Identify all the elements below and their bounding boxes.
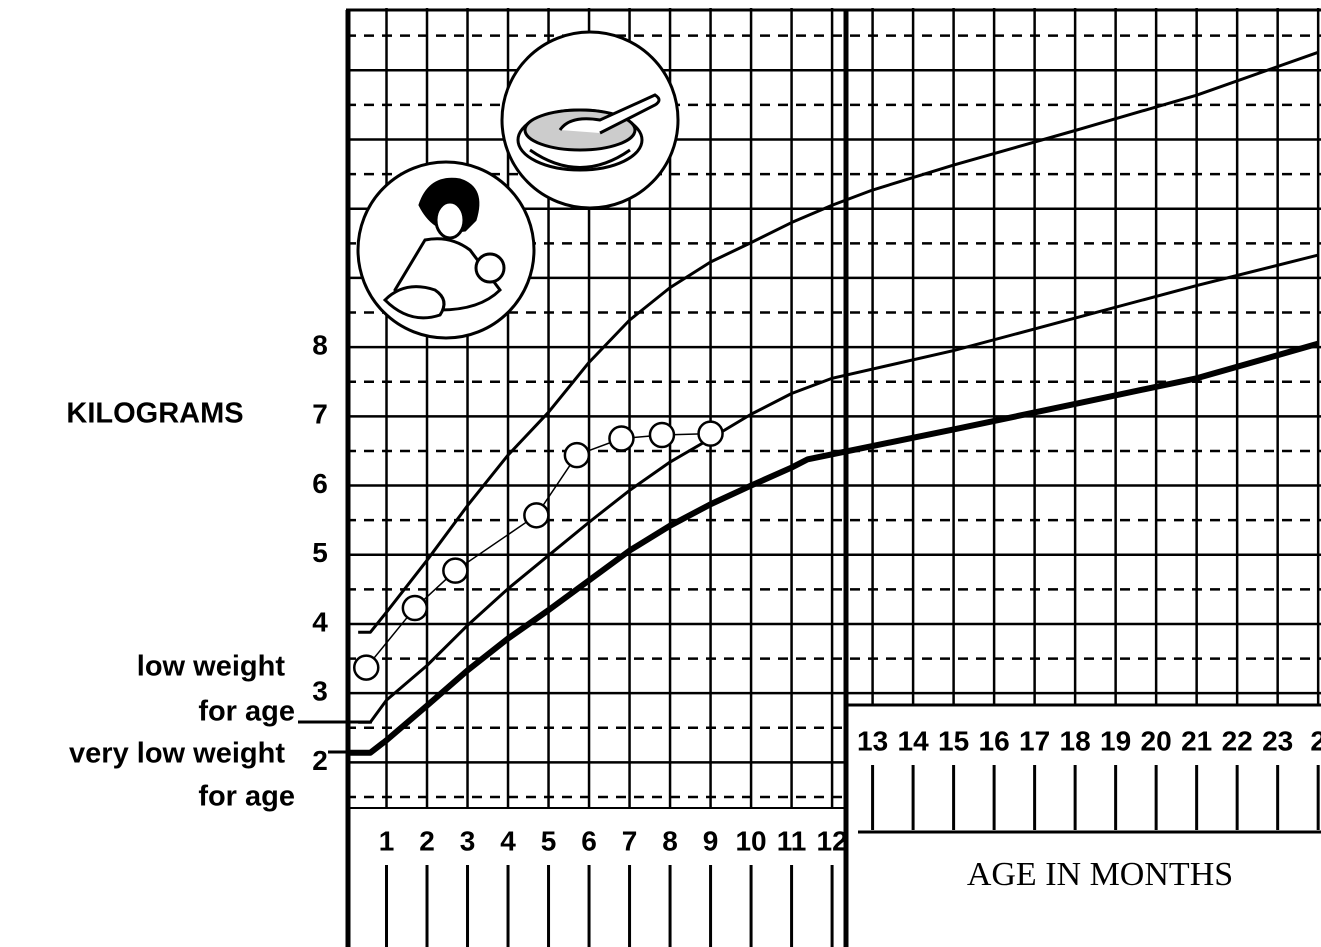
y-tick-label: 2 — [312, 745, 328, 776]
y-tick-label: 7 — [312, 399, 328, 430]
weight-point — [354, 656, 378, 680]
x-tick-label: 23 — [1262, 725, 1293, 756]
x-tick-label: 1 — [379, 825, 395, 856]
annotation: for age — [198, 696, 295, 728]
weight-point — [650, 423, 674, 447]
annotation: for age — [198, 781, 295, 813]
y-tick-label: 8 — [312, 330, 328, 361]
frame — [298, 10, 1321, 947]
y-tick-label: 3 — [312, 676, 328, 707]
x-tick-label: 22 — [1222, 725, 1253, 756]
x-tick-label: 12 — [817, 825, 848, 856]
chart: KILOGRAMS AGE IN MONTHS low weight for a… — [0, 0, 1321, 947]
grid — [346, 8, 1321, 808]
annotation: low weight — [137, 651, 286, 683]
x-tick-label: 17 — [1019, 725, 1050, 756]
y-tick-label: 6 — [312, 468, 328, 499]
labels: KILOGRAMS AGE IN MONTHS low weight for a… — [66, 330, 1321, 947]
x-tick-label: 11 — [777, 825, 807, 856]
x-tick-label: 9 — [703, 825, 719, 856]
x-tick-label: 13 — [857, 725, 888, 756]
y-tick-label: 4 — [312, 606, 328, 637]
x-tick-label: 20 — [1141, 725, 1172, 756]
x-tick-label: 14 — [898, 725, 930, 756]
x-tick-label: 18 — [1060, 725, 1091, 756]
x-tick-label: 10 — [735, 825, 766, 856]
x-tick-label: 15 — [938, 725, 969, 756]
weight-point — [443, 559, 467, 583]
x-tick-label: 6 — [581, 825, 597, 856]
y-tick-label: 5 — [312, 537, 328, 568]
weight-point — [524, 503, 548, 527]
x-tick-label: 3 — [460, 825, 476, 856]
baby-head — [476, 254, 504, 282]
x-tick-label: 8 — [662, 825, 678, 856]
x-tick-label: 2 — [1310, 725, 1321, 756]
annotation: very low weight — [69, 738, 285, 770]
x-tick-label: 2 — [419, 825, 435, 856]
x-tick-label: 5 — [541, 825, 557, 856]
x-tick-label: 21 — [1181, 725, 1212, 756]
weight-point — [609, 426, 633, 450]
x-axis-label: AGE IN MONTHS — [967, 856, 1233, 893]
mother-face — [436, 202, 464, 238]
weight-point — [699, 422, 723, 446]
x-tick-label: 7 — [622, 825, 638, 856]
x-tick-label: 16 — [979, 725, 1010, 756]
weight-point — [403, 596, 427, 620]
x-tick-label: 4 — [500, 825, 516, 856]
weight-point — [565, 443, 589, 467]
y-axis-label: KILOGRAMS — [66, 398, 243, 430]
x-tick-label: 19 — [1100, 725, 1131, 756]
growth-curve — [358, 255, 1318, 722]
